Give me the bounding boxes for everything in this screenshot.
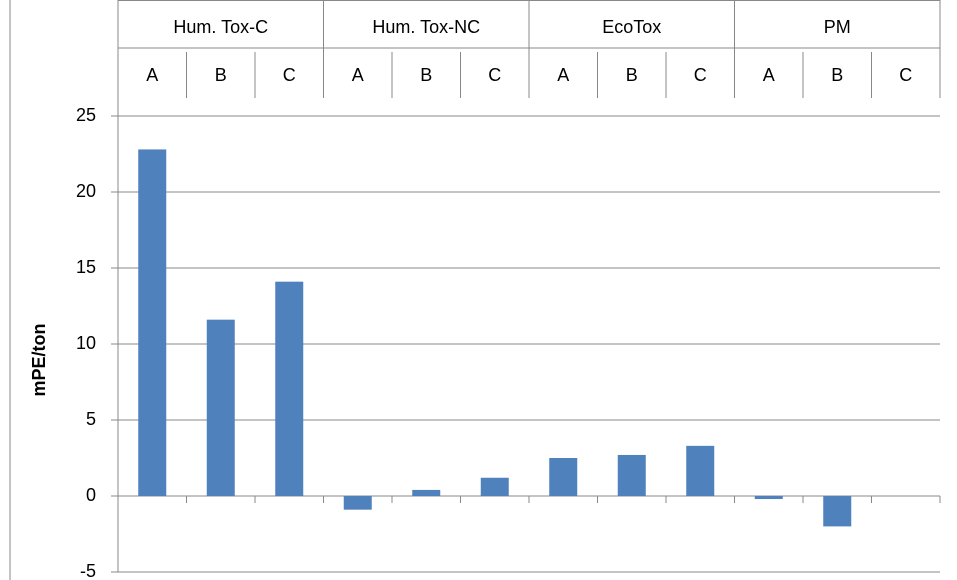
x-tick-label: A <box>763 65 775 85</box>
y-tick-label: 15 <box>76 257 96 277</box>
bar <box>686 445 715 496</box>
bar <box>823 496 852 527</box>
y-tick-label: -5 <box>80 561 96 580</box>
x-tick-label: B <box>626 65 638 85</box>
x-tick-label: B <box>831 65 843 85</box>
y-tick-label: 0 <box>86 485 96 505</box>
group-label: Hum. Tox-C <box>173 17 268 37</box>
y-tick-label: 20 <box>76 181 96 201</box>
x-tick-label: B <box>420 65 432 85</box>
x-tick-label: C <box>694 65 707 85</box>
bar <box>206 319 235 496</box>
y-tick-label: 5 <box>86 409 96 429</box>
y-tick-label: 25 <box>76 105 96 125</box>
x-tick-label: C <box>283 65 296 85</box>
bar <box>138 149 167 496</box>
bar <box>480 477 509 496</box>
bar <box>617 454 646 496</box>
x-tick-label: A <box>557 65 569 85</box>
bar <box>412 489 441 496</box>
y-tick-label: 10 <box>76 333 96 353</box>
x-tick-label: C <box>488 65 501 85</box>
x-tick-label: A <box>352 65 364 85</box>
x-tick-label: B <box>215 65 227 85</box>
bar <box>754 496 783 500</box>
group-label: EcoTox <box>602 17 661 37</box>
bar <box>343 496 372 510</box>
x-tick-label: C <box>899 65 912 85</box>
y-axis-label: mPE/ton <box>29 323 49 396</box>
bar <box>549 458 578 496</box>
group-label: PM <box>824 17 851 37</box>
group-label: Hum. Tox-NC <box>372 17 480 37</box>
bar <box>275 281 304 496</box>
x-tick-label: A <box>146 65 158 85</box>
